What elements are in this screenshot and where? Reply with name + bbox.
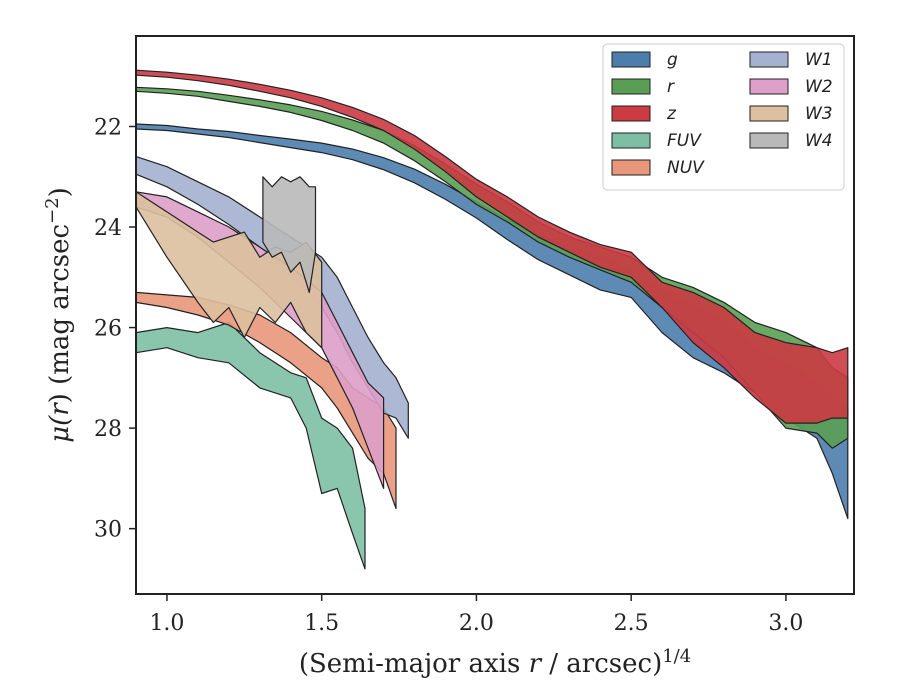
legend-label-w3: W3: [805, 104, 833, 124]
x-axis-label-main: (Semi-major axis: [299, 649, 529, 679]
legend-swatch-w2: [749, 78, 789, 95]
legend-swatch-w4: [749, 132, 789, 149]
legend-swatch-nuv: [611, 159, 651, 176]
y-axis-label-tail: ) (mag arcsec: [45, 224, 75, 403]
series-band-z: [135, 69, 849, 424]
x-tick-label: 3.0: [768, 611, 803, 636]
legend-swatch-g: [611, 51, 651, 68]
series-band-w4: [262, 176, 317, 293]
y-axis-label-exponent: −2: [42, 197, 63, 224]
legend-label-g: g: [667, 50, 678, 70]
legend-swatch-z: [611, 105, 651, 122]
legend-label-fuv: FUV: [667, 131, 702, 151]
legend-label-w4: W4: [805, 131, 833, 151]
series-band-fuv: [135, 321, 366, 570]
y-tick-label: 26: [94, 317, 122, 342]
x-axis-label: (Semi-major axis r / arcsec)1/4: [299, 646, 691, 679]
plot-frame: [135, 35, 855, 595]
x-axis-label-var: r: [529, 649, 543, 679]
y-tick-label: 22: [94, 115, 122, 140]
series-band-nuv: [135, 291, 397, 510]
x-axis-label-tail: / arcsec): [541, 649, 662, 679]
legend-swatch-r: [611, 78, 651, 95]
x-tick-label: 1.5: [304, 611, 339, 636]
legend-label-z: z: [666, 104, 677, 124]
y-axis-label-close: ): [45, 187, 75, 197]
area-series-group: [135, 69, 849, 570]
legend: grz FUV NUV W1 W2 W3 W4: [602, 43, 845, 191]
series-band-w3: [135, 191, 323, 349]
y-tick-label: 30: [94, 518, 122, 543]
x-tick-label: 2.5: [614, 611, 649, 636]
legend-label-r: r: [667, 77, 675, 97]
legend-label-w2: W2: [805, 77, 833, 97]
legend-label-nuv: NUV: [667, 158, 705, 178]
y-tick-label: 28: [94, 417, 122, 442]
y-axis-label-main: μ(: [45, 415, 75, 443]
y-axis-label: μ(r) (mag arcsec−2): [42, 187, 75, 443]
x-tick-label: 2.0: [459, 611, 494, 636]
y-axis-ticks: 22 24 26 28 30: [94, 115, 136, 543]
legend-swatch-fuv: [611, 132, 651, 149]
y-axis-label-var: r: [45, 402, 75, 416]
y-tick-label: 24: [94, 216, 122, 241]
legend-swatch-w1: [749, 51, 789, 68]
x-axis-label-exponent: 1/4: [662, 646, 691, 667]
legend-items: grz FUV NUV W1 W2 W3 W4: [611, 50, 833, 178]
x-tick-label: 1.0: [149, 611, 184, 636]
legend-swatch-w3: [749, 105, 789, 122]
legend-label-w1: W1: [805, 50, 833, 70]
x-axis-ticks: 1.0 1.5 2.0 2.5 3.0: [149, 594, 803, 636]
